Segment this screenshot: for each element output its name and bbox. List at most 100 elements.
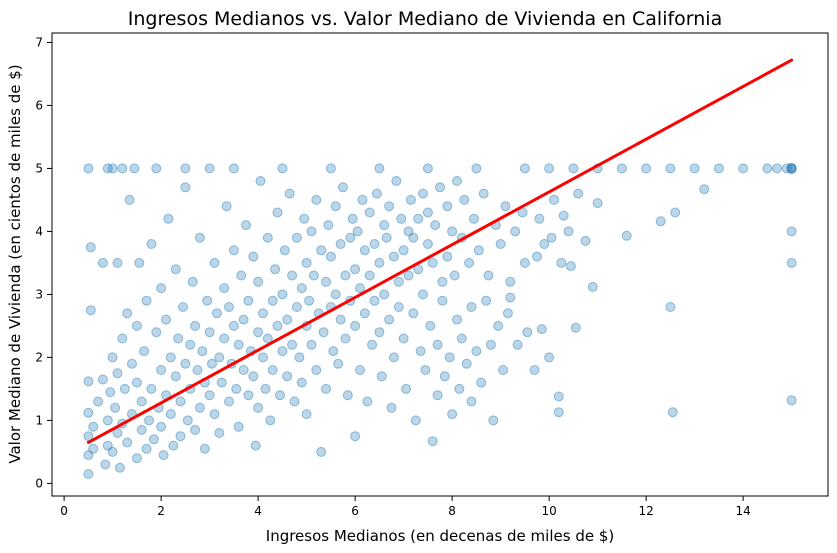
data-point [391,176,402,186]
data-point [124,194,135,205]
data-point [97,257,108,268]
data-point [117,163,128,174]
data-point [454,383,465,394]
data-point [468,213,479,224]
data-point [294,352,305,363]
data-point [289,396,300,407]
data-point [180,358,191,369]
data-point [311,365,322,375]
data-point [449,270,460,281]
data-point [170,371,181,382]
data-point [512,339,523,350]
data-point [85,242,96,253]
data-point [202,295,213,306]
data-point [786,226,797,237]
data-point [786,163,797,174]
data-point [485,339,496,350]
data-point [248,371,259,382]
data-point [151,163,162,174]
x-tick-label: 4 [254,504,262,518]
data-point [316,446,327,457]
data-point [384,201,395,212]
data-point [233,339,244,350]
data-point [498,365,509,375]
data-point [241,220,251,231]
data-point [338,182,348,193]
data-point [362,396,373,407]
data-point [100,459,111,470]
data-point [466,302,477,312]
data-point [493,320,504,331]
data-point [430,220,441,231]
data-point [553,391,564,402]
data-point [228,245,239,256]
data-point [83,163,94,174]
data-point [282,371,293,382]
data-point [340,333,351,344]
x-axis-label: Ingresos Medianos (en decenas de miles d… [266,527,614,545]
data-point [122,308,133,319]
data-point [505,276,516,287]
data-point [381,232,392,243]
data-point [388,251,399,262]
data-point [262,333,273,344]
data-point [284,188,295,199]
data-point [231,383,242,394]
data-point [156,283,167,294]
data-point [342,390,353,401]
data-point [437,276,448,287]
data-point [161,314,171,325]
data-point [287,270,298,281]
data-point [439,371,450,382]
data-point [452,176,462,186]
scatter-points [83,162,797,479]
data-point [786,164,797,175]
data-point [781,163,792,174]
data-point [129,163,140,174]
data-point [510,226,521,237]
data-point [665,302,676,312]
data-point [415,346,426,357]
data-point [321,383,331,394]
data-point [442,201,453,212]
data-point [422,163,433,174]
data-point [238,314,249,325]
data-point [328,346,339,357]
data-point [114,462,125,473]
data-point [146,239,157,249]
data-point [435,182,445,193]
data-point [481,295,492,306]
data-point [410,415,421,426]
data-point [335,314,346,325]
data-point [471,346,482,357]
data-point [207,358,217,369]
data-point [364,207,375,218]
data-point [570,322,581,333]
plot-area-frame [51,32,829,497]
data-point [187,276,198,287]
data-point [122,437,133,448]
data-point [616,163,627,174]
data-point [255,176,266,186]
chart-title: Ingresos Medianos vs. Valor Mediano de V… [128,8,722,30]
data-point [357,194,368,205]
data-point [786,257,797,268]
data-point [83,407,94,418]
data-point [456,333,467,344]
data-point [260,383,271,394]
data-point [107,352,118,363]
data-point [97,374,108,385]
data-point [330,289,341,300]
data-point [558,210,569,221]
data-point [112,368,123,379]
data-point [306,339,317,350]
data-point [529,365,540,375]
data-point [219,283,230,294]
data-point [398,333,409,344]
data-point [483,270,494,281]
data-point [275,390,285,401]
data-point [355,283,365,294]
data-point [216,377,227,388]
data-point [432,390,443,401]
data-point [522,327,533,338]
